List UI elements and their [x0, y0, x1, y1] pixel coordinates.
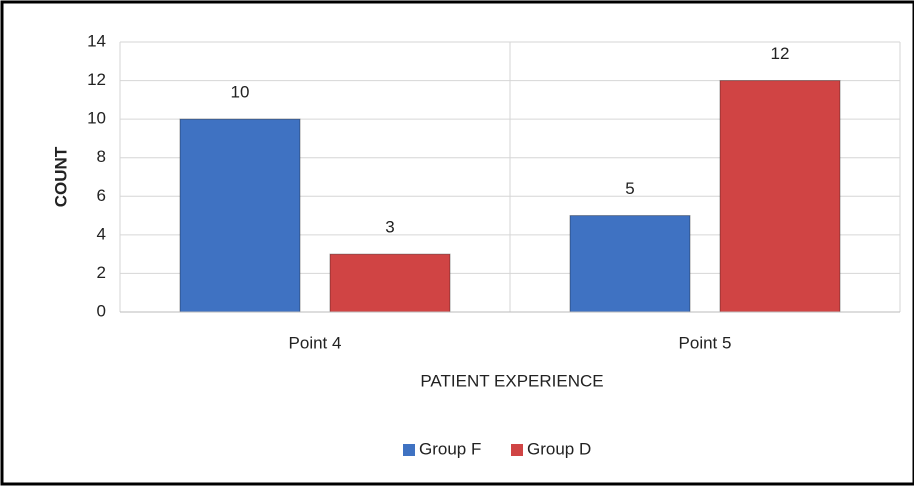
data-label: 12 [771, 44, 790, 63]
data-label: 5 [625, 179, 634, 198]
bar [719, 80, 841, 313]
y-tick-label: 0 [97, 301, 106, 320]
y-tick-label: 10 [87, 109, 106, 128]
legend-swatch [511, 444, 523, 456]
x-tick-label: Point 4 [289, 333, 342, 352]
bar [569, 215, 691, 313]
y-tick-label: 4 [97, 224, 106, 243]
bar [179, 118, 301, 313]
legend-label: Group D [527, 439, 591, 458]
y-tick-label: 12 [87, 70, 106, 89]
y-tick-label: 2 [97, 263, 106, 282]
y-tick-label: 8 [97, 147, 106, 166]
legend-swatch [403, 444, 415, 456]
data-label: 10 [231, 83, 250, 102]
bar [329, 253, 451, 313]
x-tick-label: Point 5 [679, 333, 732, 352]
y-tick-label: 6 [97, 186, 106, 205]
x-axis-label: PATIENT EXPERIENCE [420, 371, 603, 390]
y-tick-label: 14 [87, 31, 106, 50]
data-label: 3 [385, 218, 394, 237]
legend-label: Group F [419, 439, 481, 458]
y-axis-label: COUNT [51, 146, 70, 207]
